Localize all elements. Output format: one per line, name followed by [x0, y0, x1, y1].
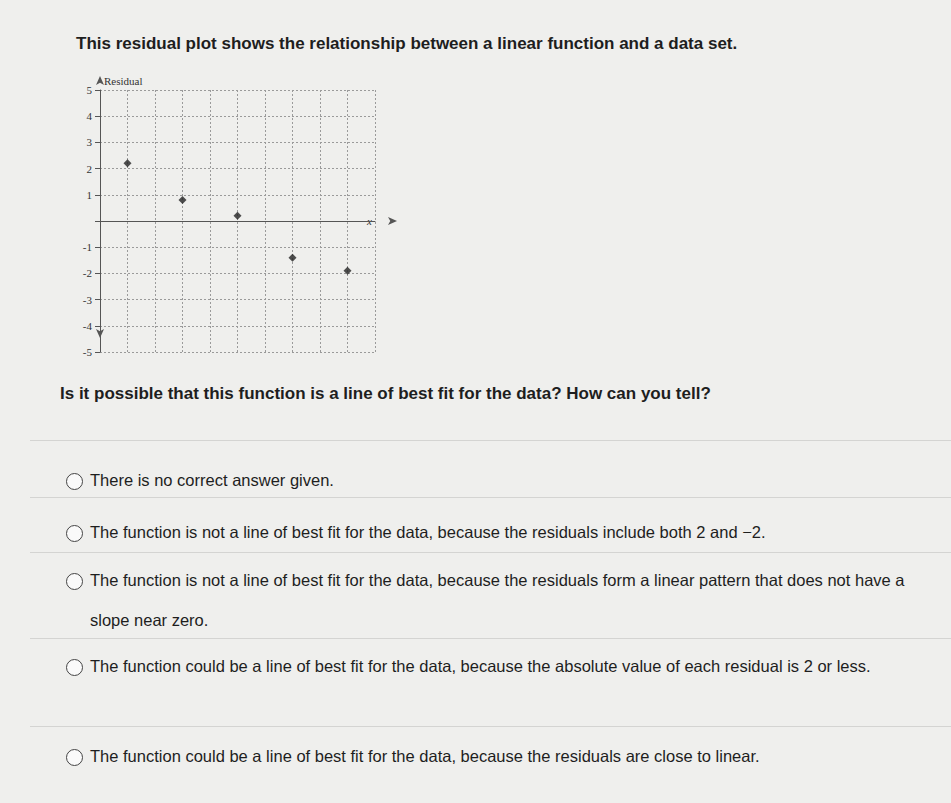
html-text:Is it possible that this funct: Is it possible that this function is a l… [60, 384, 711, 403]
svg-text:2: 2 [87, 163, 93, 175]
html-text:This residual plot shows the r: This residual plot shows the relationshi… [76, 34, 738, 53]
html-text:There is no correct answer giv: There is no correct answer given. [90, 471, 334, 489]
svg-text:x: x [367, 215, 372, 227]
svg-text:-4: -4 [83, 320, 93, 332]
html-text:The function could be a line o: The function could be a line of best fit… [90, 747, 760, 765]
svg-text:5: 5 [87, 84, 93, 96]
html-text:The function is not a line of: The function is not a line of best fit f… [90, 523, 766, 541]
svg-text:-2: -2 [83, 267, 92, 279]
html-text:The function is not a line of: The function is not a line of best fit f… [90, 571, 905, 629]
svg-text:3: 3 [87, 136, 93, 148]
svg-text:-5: -5 [83, 346, 93, 358]
svg-text:-3: -3 [83, 294, 93, 306]
html-text:The function could be a line o: The function could be a line of best fit… [90, 657, 871, 675]
svg-text:Residual: Residual [104, 75, 143, 87]
svg-text:4: 4 [87, 110, 93, 122]
svg-text:-1: -1 [83, 241, 92, 253]
svg-text:1: 1 [87, 189, 93, 201]
